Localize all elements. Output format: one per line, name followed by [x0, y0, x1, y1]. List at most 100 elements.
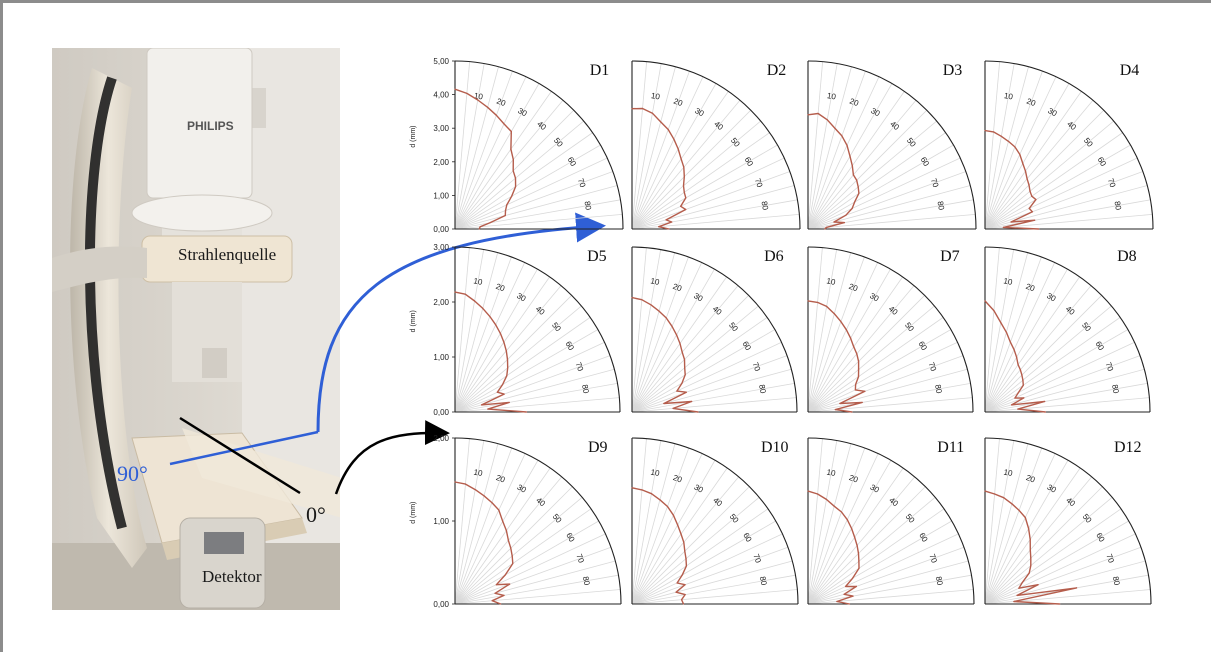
radial-gridline: [454, 438, 470, 605]
data-point: [506, 375, 508, 377]
data-point: [1029, 549, 1031, 551]
radial-gridline: [807, 460, 892, 605]
radial-gridline: [984, 317, 1121, 413]
data-point: [843, 593, 845, 595]
radial-gridline: [807, 560, 969, 605]
data-point: [858, 567, 860, 569]
data-point: [684, 584, 686, 586]
data-point: [671, 221, 673, 223]
data-point: [1009, 341, 1011, 343]
radial-gridline: [984, 132, 1123, 230]
radial-gridline: [631, 256, 689, 413]
data-point: [681, 599, 683, 601]
data-point: [495, 324, 497, 326]
angle-tick-label: 70: [929, 177, 941, 189]
radial-gridline: [807, 120, 937, 230]
radial-gridline: [807, 329, 952, 413]
radial-gridline: [807, 453, 879, 605]
radial-gridline: [454, 443, 499, 605]
radial-gridline: [984, 329, 1129, 413]
angle-tick-label: 20: [495, 473, 507, 485]
data-point: [845, 585, 847, 588]
radial-gridline: [807, 546, 965, 605]
angle-tick-label: 70: [574, 361, 586, 373]
radial-gridline: [454, 295, 572, 413]
radial-gridline: [631, 213, 800, 230]
strahlenquelle-label: Strahlenquelle: [178, 245, 277, 264]
data-point: [668, 228, 670, 230]
chart-panel-d7: 10 20 30 40 50 60 70 80 D7: [806, 239, 980, 418]
angle-tick-label: 10: [826, 276, 837, 287]
outer-arc: [454, 60, 624, 230]
radial-gridline: [454, 83, 540, 230]
radial-gridline: [807, 268, 891, 413]
angle-tick-label: 80: [1110, 384, 1121, 395]
radial-gridline: [807, 486, 926, 605]
panel-title: D3: [943, 62, 963, 79]
radial-gridline: [454, 120, 584, 230]
frame-top-border: [0, 0, 1211, 3]
angle-tick-label: 30: [692, 483, 705, 496]
data-point: [856, 544, 858, 547]
radial-gridline: [631, 63, 662, 230]
data-point: [508, 401, 510, 404]
radial-gridline: [807, 295, 925, 413]
data-point: [1000, 322, 1002, 324]
radial-gridline: [984, 249, 1015, 413]
data-point: [641, 489, 643, 491]
radial-gridline: [631, 476, 740, 605]
data-point: [824, 228, 826, 230]
angle-tick-label: 80: [580, 384, 591, 395]
radial-gridline: [984, 285, 1092, 413]
radial-gridline: [454, 305, 582, 413]
angle-tick-label: 60: [1094, 340, 1107, 353]
outer-arc: [807, 60, 977, 230]
angiography-photo: PHILIPS: [52, 48, 340, 610]
outer-arc: [454, 246, 621, 413]
data-point: [507, 539, 509, 542]
data-point: [680, 533, 682, 535]
panel-title: D1: [590, 62, 610, 79]
radial-gridline: [631, 66, 676, 230]
data-point: [1007, 140, 1010, 142]
radial-gridline: [807, 368, 968, 413]
radial-gridline: [631, 276, 727, 413]
radial-gridline: [984, 560, 1146, 605]
radial-gridline: [454, 496, 583, 605]
data-point: [1017, 408, 1019, 410]
data-point: [1017, 392, 1019, 394]
data-point: [846, 144, 848, 146]
radial-gridline: [807, 249, 838, 413]
radial-gridline: [454, 341, 605, 413]
radial-gridline: [631, 368, 792, 413]
angle-tick-label: 60: [919, 155, 932, 168]
data-point: [489, 222, 491, 224]
angle-tick-label: 30: [868, 483, 881, 496]
angle-tick-label: 60: [1096, 155, 1109, 168]
data-point: [503, 123, 505, 125]
chart-panel-d9: 10 20 30 40 50 60 70 80 0,00 1,00 2,00 d (mm) D9: [407, 430, 627, 610]
radial-gridline: [454, 460, 539, 605]
data-point: [1023, 397, 1025, 399]
data-point: [508, 583, 511, 585]
angle-tick-label: 60: [566, 155, 579, 168]
angle-tick-label: 20: [848, 97, 860, 109]
data-point: [816, 301, 819, 304]
data-point: [850, 527, 853, 530]
radial-gridline: [984, 157, 1138, 230]
data-point: [682, 603, 685, 605]
radial-gridline: [631, 467, 728, 605]
data-point: [1027, 527, 1030, 530]
radial-gridline: [631, 305, 759, 413]
angle-tick-label: 30: [868, 291, 881, 304]
radial-gridline: [984, 83, 1070, 230]
data-point: [673, 138, 675, 140]
data-point: [984, 490, 986, 492]
angle-tick-label: 70: [576, 177, 588, 189]
radial-gridline: [807, 447, 866, 605]
angle-tick-label: 30: [693, 106, 706, 119]
data-point: [491, 600, 493, 602]
radial-gridline: [984, 66, 1029, 230]
data-point: [499, 332, 501, 335]
